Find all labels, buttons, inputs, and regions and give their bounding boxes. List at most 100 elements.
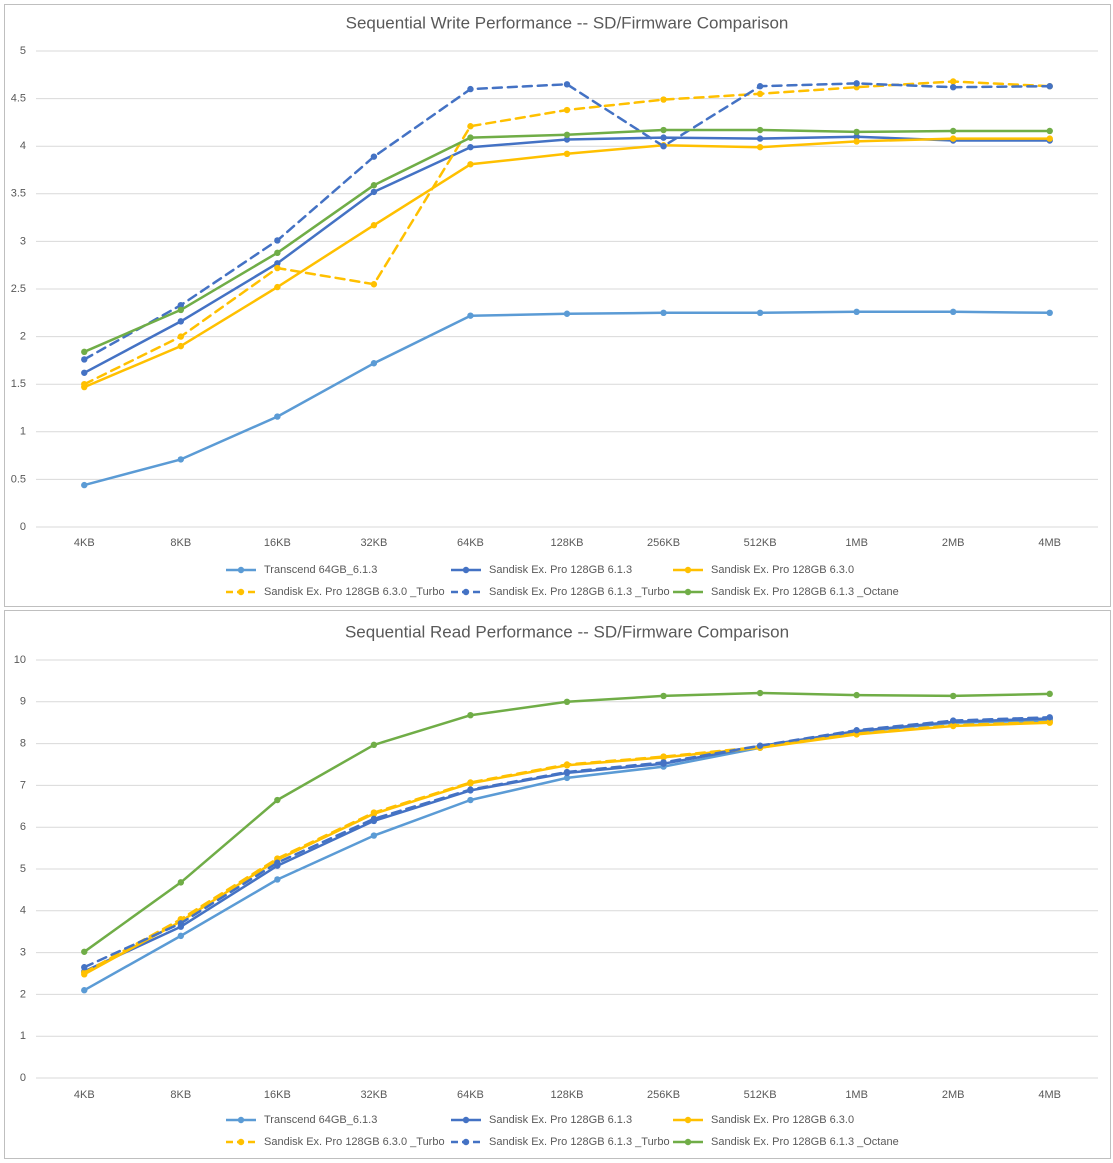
series-0 <box>81 308 1053 489</box>
data-point <box>467 143 474 151</box>
data-point <box>853 727 860 734</box>
series-4 <box>81 80 1053 363</box>
x-tick-label: 256KB <box>647 1089 680 1101</box>
data-point <box>563 136 571 143</box>
legend-item: Sandisk Ex. Pro 128GB 6.3.0 <box>673 1114 854 1126</box>
y-tick-label: 10 <box>14 654 26 666</box>
legend-marker <box>462 1116 470 1124</box>
data-point <box>563 761 571 768</box>
x-tick-label: 4KB <box>74 1089 95 1101</box>
legend-label: Transcend 64GB_6.1.3 <box>264 564 377 576</box>
data-point <box>274 260 281 267</box>
chart-title: Sequential Read Performance -- SD/Firmwa… <box>345 622 789 641</box>
data-point <box>756 689 764 697</box>
data-point <box>756 90 764 98</box>
data-point <box>660 96 667 103</box>
legend-label: Sandisk Ex. Pro 128GB 6.1.3 _Turbo <box>489 1136 670 1148</box>
y-tick-label: 6 <box>20 821 26 833</box>
x-tick-label: 8KB <box>170 537 191 549</box>
data-point <box>274 796 281 804</box>
data-point <box>177 318 185 325</box>
legend-label: Sandisk Ex. Pro 128GB 6.3.0 <box>711 564 854 576</box>
data-point <box>370 741 378 749</box>
data-point <box>81 381 88 388</box>
legend-label: Sandisk Ex. Pro 128GB 6.1.3 _Octane <box>711 586 899 598</box>
x-tick-label: 128KB <box>550 1089 583 1101</box>
y-tick-label: 2 <box>20 988 26 1000</box>
data-point <box>177 879 185 886</box>
y-tick-label: 4.5 <box>11 93 26 105</box>
data-point <box>1046 718 1053 726</box>
x-tick-label: 32KB <box>360 1089 387 1101</box>
data-point <box>756 83 764 90</box>
legend-item: Sandisk Ex. Pro 128GB 6.1.3 _Turbo <box>451 586 670 598</box>
data-point <box>274 237 281 244</box>
data-point <box>660 143 667 150</box>
y-tick-label: 0 <box>20 1072 26 1084</box>
data-point <box>563 768 571 776</box>
y-tick-label: 5 <box>20 863 26 875</box>
data-point <box>370 815 378 823</box>
data-point <box>177 306 185 314</box>
data-point <box>949 135 957 142</box>
data-point <box>756 126 764 134</box>
data-point <box>563 698 571 705</box>
data-point <box>853 80 860 87</box>
chart-title: Sequential Write Performance -- SD/Firmw… <box>346 13 789 32</box>
data-point <box>177 342 185 350</box>
data-point <box>756 143 764 151</box>
x-tick-label: 32KB <box>360 537 387 549</box>
legend-item: Sandisk Ex. Pro 128GB 6.1.3 <box>451 564 632 576</box>
series-line <box>83 719 1051 992</box>
data-point <box>177 456 185 463</box>
legend-item: Sandisk Ex. Pro 128GB 6.1.3 _Octane <box>673 586 899 598</box>
legend-item: Sandisk Ex. Pro 128GB 6.3.0 <box>673 564 854 576</box>
x-tick-label: 1MB <box>845 537 868 549</box>
data-point <box>660 309 667 316</box>
data-point <box>756 742 764 749</box>
data-point <box>563 81 571 88</box>
data-point <box>949 717 957 724</box>
series-2 <box>81 135 1053 391</box>
legend-label: Sandisk Ex. Pro 128GB 6.1.3 _Octane <box>711 1136 899 1148</box>
data-point <box>660 126 667 134</box>
y-tick-label: 1.5 <box>11 378 26 390</box>
data-point <box>177 920 185 927</box>
series-line <box>83 80 1051 386</box>
data-point <box>660 134 667 141</box>
data-point <box>81 481 88 489</box>
series-line <box>83 135 1051 375</box>
data-point <box>949 722 957 729</box>
y-tick-label: 0 <box>20 521 26 533</box>
data-point <box>370 188 378 196</box>
x-tick-label: 1MB <box>845 1089 868 1101</box>
data-point <box>853 133 860 140</box>
data-point <box>756 309 764 316</box>
legend-item: Transcend 64GB_6.1.3 <box>226 1114 377 1126</box>
legend-label: Sandisk Ex. Pro 128GB 6.3.0 _Turbo <box>264 586 445 598</box>
data-point <box>1046 309 1053 316</box>
x-tick-label: 2MB <box>942 1089 965 1101</box>
series-1 <box>81 715 1053 975</box>
data-point <box>563 131 571 138</box>
data-point <box>756 135 764 142</box>
y-tick-label: 0.5 <box>11 473 26 485</box>
data-point <box>370 832 378 839</box>
data-point <box>563 774 571 782</box>
data-point <box>949 308 957 316</box>
series-2 <box>81 719 1053 978</box>
legend-marker <box>237 566 245 574</box>
data-point <box>1046 83 1053 90</box>
legend-label: Sandisk Ex. Pro 128GB 6.3.0 _Turbo <box>264 1136 445 1148</box>
data-point <box>467 161 474 168</box>
series-3 <box>81 78 1053 388</box>
y-tick-label: 2 <box>20 331 26 343</box>
read-performance-chart: Sequential Read Performance -- SD/Firmwa… <box>4 610 1111 1159</box>
data-point <box>467 312 474 319</box>
y-tick-label: 2.5 <box>11 283 26 295</box>
x-tick-label: 16KB <box>264 1089 291 1101</box>
data-point <box>1046 135 1053 142</box>
legend-marker <box>462 566 470 574</box>
data-point <box>81 348 88 356</box>
